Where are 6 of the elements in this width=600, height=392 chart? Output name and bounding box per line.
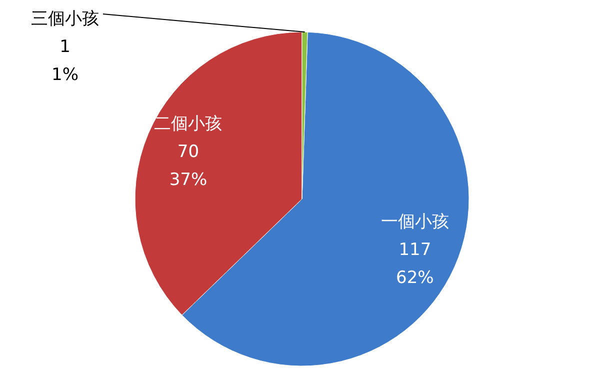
data-label: 117 62%: [396, 240, 434, 288]
data-label: 1 1%: [52, 37, 78, 85]
slice-label: 三個小孩: [31, 9, 99, 29]
slice-label: 一個小孩: [380, 212, 449, 232]
data-label: 70 37%: [169, 142, 208, 190]
slice-label: 二個小孩: [154, 114, 222, 134]
